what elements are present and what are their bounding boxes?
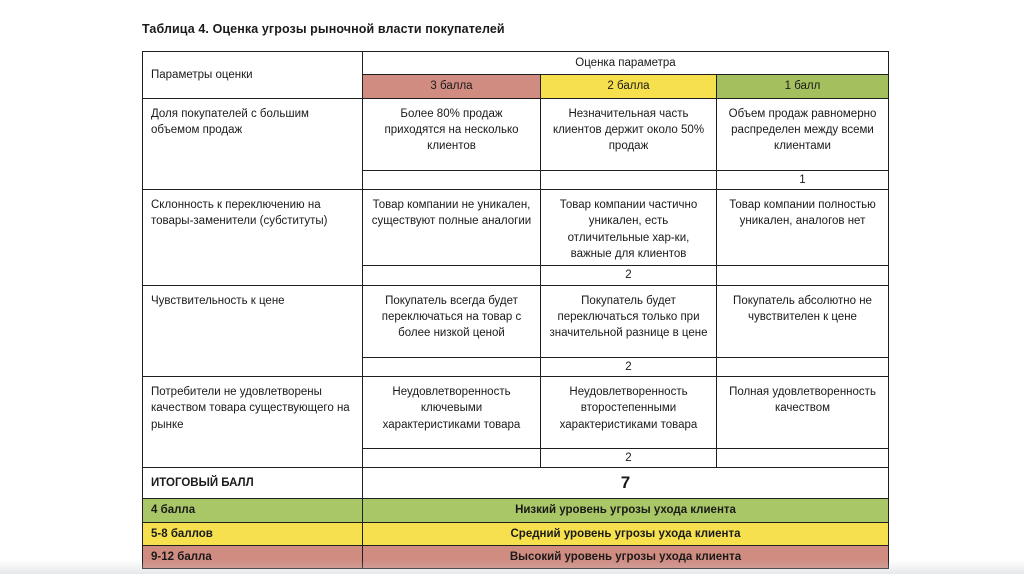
table-row: Склонность к переключению на товары-заме…	[142, 188, 889, 286]
option-cell-2: Покупатель будет переключаться только пр…	[540, 284, 717, 358]
legend-row-low: 4 балла Низкий уровень угрозы ухода клие…	[142, 498, 889, 523]
points-cell: 2	[540, 265, 717, 286]
params-column-header: Параметры оценки	[142, 51, 363, 99]
score-2-header: 2 балла	[540, 74, 717, 99]
slide-bottom-edge	[0, 560, 1024, 574]
total-row: ИТОГОВЫЙ БАЛЛ 7	[142, 467, 889, 500]
table-row: Потребители не удовлетворены качеством т…	[142, 375, 889, 469]
option-cell-3: Покупатель всегда будет переключаться на…	[362, 284, 541, 358]
points-cell	[540, 169, 717, 190]
option-cell-1: Товар компании полностью уникален, анало…	[716, 188, 889, 267]
legend-range: 4 балла	[142, 498, 363, 523]
legend-row-mid: 5-8 баллов Средний уровень угрозы ухода …	[142, 521, 889, 547]
legend-range: 9-12 балла	[142, 545, 363, 570]
option-cell-2: Товар компании частично уникален, есть о…	[540, 188, 717, 267]
assessment-table: Параметры оценки Оценка параметра 3 балл…	[142, 50, 889, 570]
legend-text: Высокий уровень угрозы ухода клиента	[362, 545, 889, 570]
points-cell	[362, 169, 541, 190]
total-score: 7	[362, 467, 889, 500]
score-header-row: 3 балла 2 балла 1 балл	[143, 74, 889, 99]
option-cell-1: Полная удовлетворенность качеством	[716, 375, 889, 449]
option-cell-3: Товар компании не уникален, существуют п…	[362, 188, 541, 267]
points-cell: 1	[716, 169, 889, 190]
option-cell-1: Объем продаж равномерно распределен межд…	[716, 97, 889, 171]
points-cell	[716, 265, 889, 286]
option-cell-2: Незначительная часть клиентов держит око…	[540, 97, 717, 171]
points-cell	[716, 356, 889, 377]
points-cell	[716, 447, 889, 469]
legend-text: Средний уровень угрозы ухода клиента	[362, 521, 889, 547]
assessment-column-header: Оценка параметра	[362, 50, 889, 76]
option-cell-3: Неудовлетворенность ключевыми характерис…	[362, 375, 541, 449]
param-cell: Склонность к переключению на товары-заме…	[142, 188, 363, 286]
option-cell-3: Более 80% продаж приходятся на несколько…	[362, 97, 541, 171]
option-cell-1: Покупатель абсолютно не чувствителен к ц…	[716, 284, 889, 358]
legend-range: 5-8 баллов	[142, 521, 363, 547]
score-1-header: 1 балл	[716, 74, 889, 99]
points-cell: 2	[540, 447, 717, 469]
table-header-row: Параметры оценки Оценка параметра	[142, 50, 889, 99]
total-label: ИТОГОВЫЙ БАЛЛ	[142, 467, 363, 500]
points-row: 2	[143, 447, 889, 469]
table-row: Доля покупателей с большим объемом прода…	[142, 97, 889, 190]
points-row: 2	[143, 356, 889, 377]
points-cell	[362, 265, 541, 286]
param-cell: Чувствительность к цене	[142, 284, 363, 377]
legend-row-high: 9-12 балла Высокий уровень угрозы ухода …	[142, 545, 889, 570]
points-cell	[362, 356, 541, 377]
score-3-header: 3 балла	[362, 74, 541, 99]
page-title: Таблица 4. Оценка угрозы рыночной власти…	[142, 22, 505, 36]
param-cell: Потребители не удовлетворены качеством т…	[142, 375, 363, 469]
points-cell	[362, 447, 541, 469]
legend-text: Низкий уровень угрозы ухода клиента	[362, 498, 889, 523]
points-row: 2	[143, 265, 889, 286]
points-row: 1	[143, 169, 889, 190]
table-row: Чувствительность к цене Покупатель всегд…	[142, 284, 889, 377]
option-cell-2: Неудовлетворенность второстепенными хара…	[540, 375, 717, 449]
points-cell: 2	[540, 356, 717, 377]
param-cell: Доля покупателей с большим объемом прода…	[142, 97, 363, 190]
